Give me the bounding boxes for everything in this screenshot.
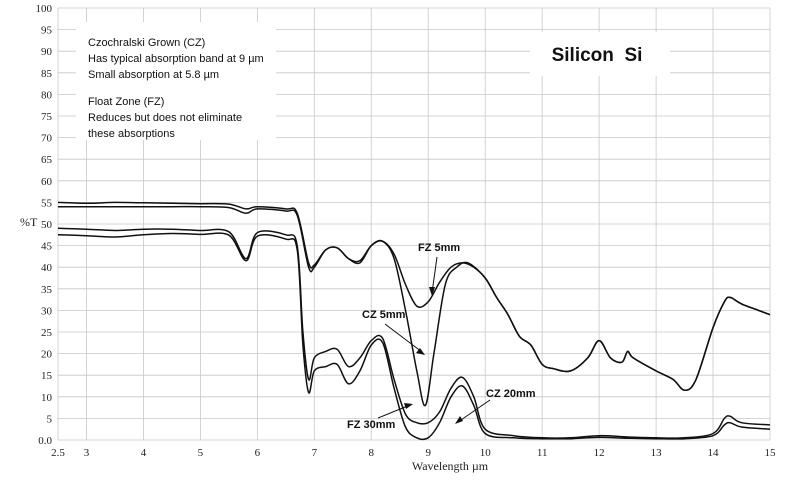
y-tick-label: 95: [41, 25, 53, 37]
y-tick-label: 15: [41, 370, 53, 382]
x-tick-label: 3: [84, 447, 90, 459]
grid-lines: [57, 7, 771, 441]
series-annotations: FZ 5mm CZ 5mm FZ 30mm CZ 20mm: [347, 242, 536, 431]
arrow-cz-20mm: [457, 399, 491, 423]
y-axis-label: %T: [20, 215, 38, 229]
y-tick-label: 50: [41, 219, 53, 231]
series-curves: [57, 201, 771, 441]
note-line-3: Small absorption at 5.8 µm: [88, 69, 219, 81]
note-line-5: Reduces but does not eliminate: [88, 112, 242, 124]
y-tick-label: 70: [41, 133, 53, 145]
y-tick-label: 40: [41, 262, 53, 274]
chart-title: Silicon Si: [552, 45, 643, 66]
arrowhead-cz-5mm: [416, 348, 425, 355]
arrowhead-fz-5mm: [429, 287, 435, 296]
title-box: [530, 32, 670, 76]
x-tick-label: 6: [255, 447, 261, 459]
series-line-fz-5mm: [57, 201, 771, 392]
note-line-2: Has typical absorption band at 9 µm: [88, 53, 264, 65]
note-line-4: Float Zone (FZ): [88, 96, 164, 108]
note-line-6: these absorptions: [88, 128, 175, 140]
y-tick-label: 55: [41, 197, 53, 209]
series-line-fz-30mm: [57, 227, 771, 439]
y-tick-label: 65: [41, 154, 53, 166]
series-line-cz-5mm: [58, 205, 771, 407]
label-fz-30mm: FZ 30mm: [347, 419, 396, 431]
x-tick-labels: 2.5 3 4 5 6 7 8 9 10 11 12 13 14 15: [51, 447, 776, 459]
x-tick-label: 5: [198, 447, 204, 459]
y-tick-labels: 0.0 5 10 15 20 25 30 35 40 45 50 55 60 65 70 75 80 85 90 95…: [36, 3, 53, 447]
x-tick-label: 2.5: [51, 447, 65, 459]
label-cz-5mm: CZ 5mm: [362, 309, 406, 321]
x-tick-label: 9: [425, 447, 431, 459]
y-tick-label: 0.0: [38, 435, 52, 447]
note-line-1: Czochralski Grown (CZ): [88, 37, 205, 49]
y-tick-label: 30: [41, 305, 53, 317]
y-tick-label: 35: [41, 284, 53, 296]
x-tick-label: 8: [369, 447, 375, 459]
notes-box: [76, 22, 276, 140]
label-fz-5mm: FZ 5mm: [418, 242, 460, 254]
x-tick-label: 13: [651, 447, 663, 459]
y-tick-label: 75: [41, 111, 53, 123]
series-line-cz-20mm: [57, 232, 771, 441]
y-tick-label: 60: [41, 176, 53, 188]
arrowhead-fz-30mm: [404, 403, 413, 409]
label-cz-20mm: CZ 20mm: [486, 388, 536, 400]
y-tick-label: 20: [41, 349, 53, 361]
y-tick-label: 100: [36, 3, 53, 15]
x-axis-label: Wavelength µm: [412, 459, 489, 473]
y-tick-label: 10: [41, 392, 53, 404]
y-tick-label: 80: [41, 89, 53, 101]
arrow-cz-5mm: [384, 323, 423, 353]
x-tick-label: 11: [537, 447, 548, 459]
arrowhead-cz-20mm: [455, 416, 463, 424]
x-tick-label: 10: [480, 447, 492, 459]
x-tick-label: 14: [708, 447, 720, 459]
y-tick-label: 5: [47, 413, 53, 425]
y-tick-label: 85: [41, 68, 53, 80]
x-tick-label: 7: [312, 447, 318, 459]
y-tick-label: 90: [41, 46, 53, 58]
y-tick-label: 45: [41, 241, 53, 253]
x-tick-label: 15: [765, 447, 777, 459]
y-tick-label: 25: [41, 327, 53, 339]
x-tick-label: 4: [141, 447, 147, 459]
arrow-fz-30mm: [377, 404, 411, 419]
x-tick-label: 12: [594, 447, 605, 459]
